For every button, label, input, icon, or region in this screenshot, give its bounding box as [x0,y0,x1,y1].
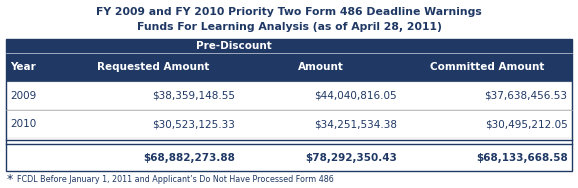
Text: $68,133,668.58: $68,133,668.58 [476,153,568,163]
Text: $38,359,148.55: $38,359,148.55 [152,91,235,101]
Bar [6,39,572,53]
Text: Year: Year [10,62,36,72]
Text: FCDL Before January 1, 2011 and Applicant’s Do Not Have Processed Form 486: FCDL Before January 1, 2011 and Applican… [17,175,334,184]
Text: $44,040,816.05: $44,040,816.05 [314,91,397,101]
Text: $37,638,456.53: $37,638,456.53 [484,91,568,101]
Text: Amount: Amount [298,62,344,72]
Text: Pre-Discount: Pre-Discount [196,41,272,51]
Text: FY 2009 and FY 2010 Priority Two Form 486 Deadline Warnings: FY 2009 and FY 2010 Priority Two Form 48… [96,7,482,17]
Text: 2010: 2010 [10,119,36,129]
Text: *: * [7,173,13,186]
Text: $30,523,125.33: $30,523,125.33 [153,119,235,129]
Text: 2009: 2009 [10,91,36,101]
Text: $78,292,350.43: $78,292,350.43 [305,153,397,163]
Text: Funds For Learning Analysis (as of April 28, 2011): Funds For Learning Analysis (as of April… [136,22,442,32]
Text: Committed Amount: Committed Amount [430,62,544,72]
Text: Requested Amount: Requested Amount [97,62,209,72]
Text: $68,882,273.88: $68,882,273.88 [143,153,235,163]
Text: $30,495,212.05: $30,495,212.05 [485,119,568,129]
Text: $34,251,534.38: $34,251,534.38 [314,119,397,129]
